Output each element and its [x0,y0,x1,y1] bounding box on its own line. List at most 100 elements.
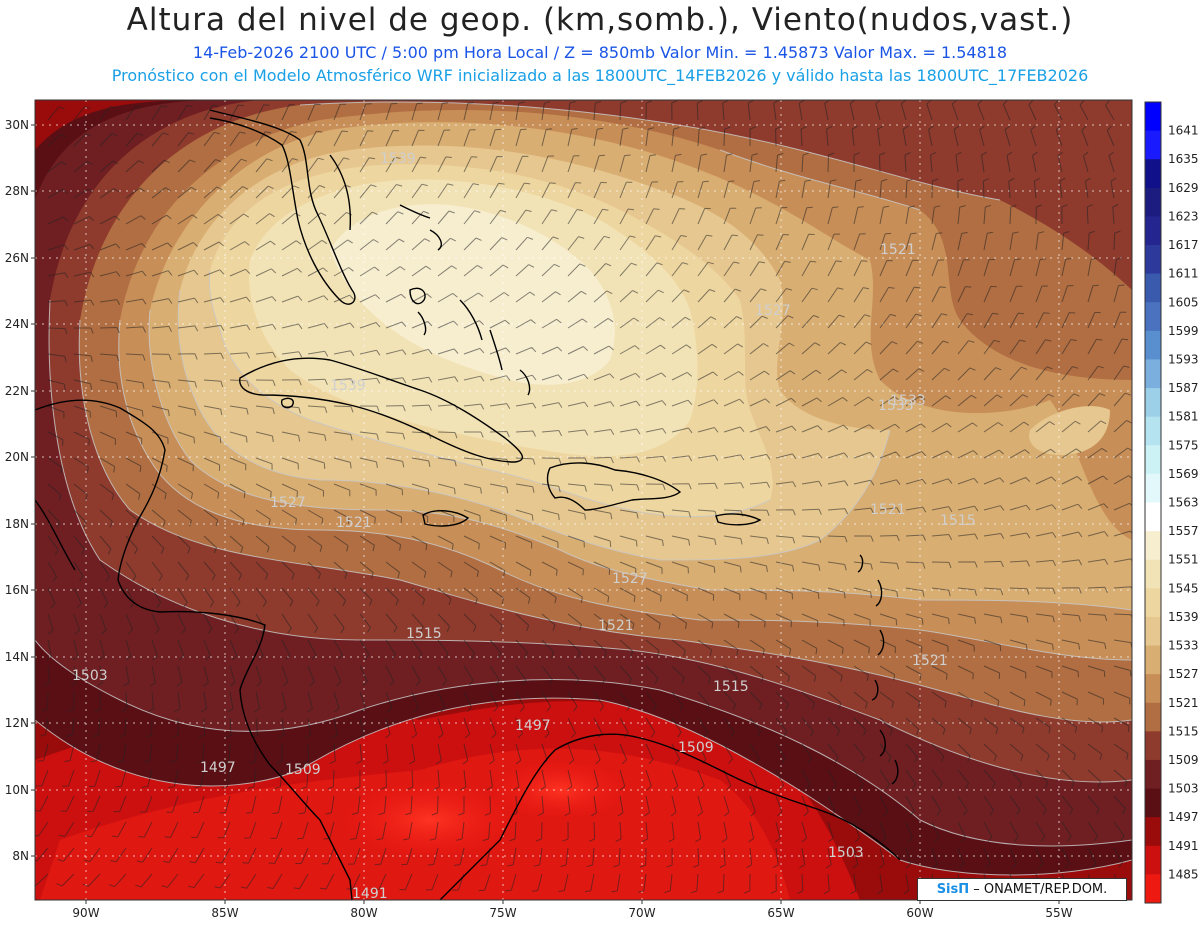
colorbar-label: 1617 [1168,238,1199,252]
colorbar-segment [1145,445,1161,475]
colorbar-label: 1551 [1168,553,1199,567]
colorbar-label: 1539 [1168,610,1199,624]
colorbar-segment [1145,531,1161,561]
credit-box: SisΠ – ONAMET/REP.DOM. [917,878,1127,901]
contour-label: 1533 [890,393,926,409]
colorbar-segment [1145,702,1161,732]
lat-label: 8N [12,849,29,863]
lat-label: 24N [5,317,29,331]
contour-label: 1521 [870,502,906,518]
wind-barb-paths [35,100,1132,895]
contour-label: 1509 [678,740,714,756]
colorbar-segment [1145,102,1161,132]
colorbar-label: 1515 [1168,724,1199,738]
lon-label: 80W [350,906,377,920]
colorbar-segment [1145,788,1161,818]
contour-label: 1527 [755,303,791,319]
contour-label: 1503 [72,668,108,684]
contour-label: 1515 [713,679,749,695]
contour-label: 1509 [285,762,321,778]
colorbar-label: 1629 [1168,181,1199,195]
contour-label: 1521 [880,242,916,258]
lon-label: 60W [906,906,933,920]
colorbar-label: 1563 [1168,496,1199,510]
colorbar-segment [1145,245,1161,275]
colorbar-segment [1145,731,1161,761]
colorbar-label: 1497 [1168,810,1199,824]
map-title: Altura del nivel de geop. (km,somb.), Vi… [126,2,1074,38]
colorbar-segment [1145,588,1161,618]
wind-barbs [35,100,1132,895]
lat-ticks [31,124,35,857]
colorbar-label: 1557 [1168,524,1199,538]
colorbar-segment [1145,273,1161,303]
colorbar-label: 1491 [1168,839,1199,853]
colorbar-segment [1145,130,1161,160]
colorbar-label: 1569 [1168,467,1199,481]
colorbar-label: 1545 [1168,581,1199,595]
colorbar-segment [1145,388,1161,418]
contour-label: 1503 [828,845,864,861]
lat-label: 28N [5,184,29,198]
colorbar-label: 1503 [1168,782,1199,796]
credit-text: – ONAMET/REP.DOM. [973,882,1108,897]
lat-label: 30N [5,118,29,132]
colorbar-segment [1145,559,1161,589]
contour-label: 1527 [270,495,306,511]
lon-label: 75W [489,906,516,920]
colorbar: 1641 1635 1629 1623 1617 1611 1605 1599 1593 1587… [1144,101,1199,904]
contour-label: 1539 [330,378,366,394]
colorbar-label: 1641 [1168,124,1199,138]
lat-label: 26N [5,251,29,265]
colorbar-label: 1599 [1168,324,1199,338]
colorbar-segment [1145,302,1161,332]
colorbar-label: 1533 [1168,639,1199,653]
contour-label: 1497 [200,760,236,776]
colorbar-segment [1145,330,1161,360]
colorbar-segment [1145,817,1161,847]
colorbar-segment [1145,416,1161,446]
lat-label: 10N [5,783,29,797]
lon-label: 70W [628,906,655,920]
map-field [35,100,1132,900]
colorbar-segment [1145,874,1161,904]
coastlines [35,109,901,900]
colorbar-label: 1521 [1168,696,1199,710]
colorbar-label: 1581 [1168,410,1199,424]
colorbar-label: 1509 [1168,753,1199,767]
colorbar-segment [1145,359,1161,389]
colorbar-label: 1527 [1168,667,1199,681]
colorbar-label: 1605 [1168,295,1199,309]
colorbar-label: 1635 [1168,152,1199,166]
contour-label: 1521 [912,653,948,669]
lon-label: 55W [1045,906,1072,920]
colorbar-label: 1575 [1168,438,1199,452]
colorbar-label: 1485 [1168,867,1199,881]
colorbar-label: 1611 [1168,267,1199,281]
map-frame [34,99,1133,901]
latitude-labels: 30N 28N 26N 24N 22N 20N 18N 16N 14N 12N … [5,118,29,863]
lat-label: 12N [5,716,29,730]
lat-label: 14N [5,650,29,664]
colorbar-segment [1145,616,1161,647]
colorbar-label: 1587 [1168,381,1199,395]
contour-label: 1533 [878,398,914,414]
colorbar-segment [1145,759,1161,790]
contour-label: 1521 [598,618,634,634]
contour-label-group: 1539 1521 1527 1533 1521 1515 1521 1527 … [72,151,976,902]
colorbar-segment [1145,502,1161,532]
lon-label: 65W [767,906,794,920]
contour-label: 1527 [612,571,648,587]
model-info-line: Pronóstico con el Modelo Atmosférico WRF… [111,66,1089,85]
graticule [35,100,1132,900]
contour-label: 1515 [940,513,976,529]
colorbar-segment [1145,645,1161,675]
contour-label: 1539 [380,151,416,167]
colorbar-segment [1145,159,1161,189]
colorbar-frame [1144,101,1162,904]
forecast-time-line: 14-Feb-2026 2100 UTC / 5:00 pm Hora Loca… [192,43,1008,62]
lat-label: 16N [5,583,29,597]
contour-label: 1497 [515,718,551,734]
lat-label: 20N [5,450,29,464]
